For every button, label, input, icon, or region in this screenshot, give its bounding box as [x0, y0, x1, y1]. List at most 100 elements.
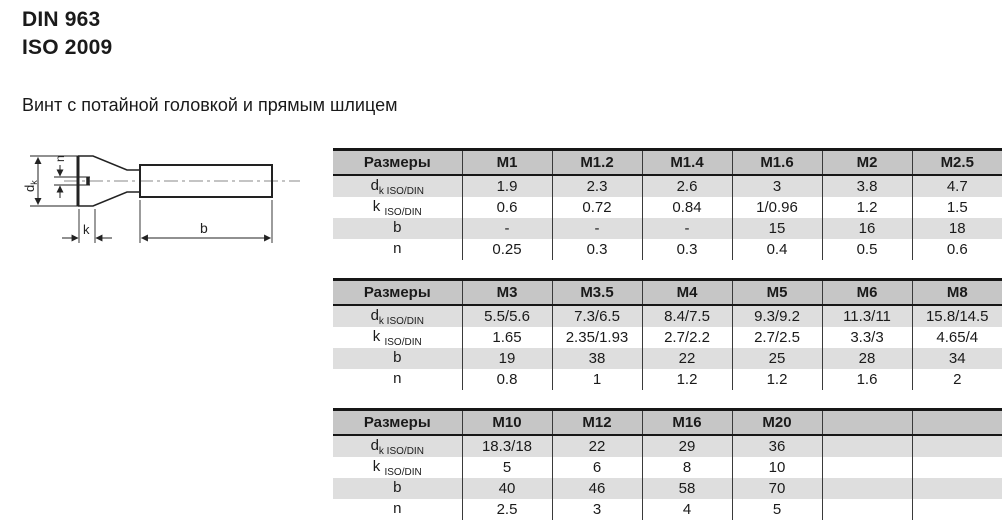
- value-cell: 4: [641, 499, 732, 520]
- value-cell-empty: [821, 457, 912, 478]
- screw-head-outline-bottom: [78, 191, 140, 207]
- value-cell: 46: [551, 478, 642, 499]
- value-cell: 0.25: [461, 239, 552, 260]
- value-cell: 5: [731, 499, 822, 520]
- value-cell: 4.7: [911, 175, 1002, 197]
- row-label-b: b: [393, 348, 402, 366]
- value-cell: 18: [911, 218, 1002, 239]
- dimension-table-m1-m2_5: Размеры M1 M1.2 M1.4 M1.6 M2 M2.5 dk ISO…: [333, 148, 1002, 260]
- value-cell: 4.65/4: [911, 327, 1002, 348]
- row-label-n: n: [393, 239, 402, 257]
- value-cell: 1.6: [821, 369, 912, 390]
- table-row-k: k ISO/DIN 1.65 2.35/1.93 2.7/2.2 2.7/2.5…: [333, 327, 1002, 348]
- value-cell-empty: [821, 499, 912, 520]
- value-cell: 0.8: [461, 369, 552, 390]
- value-cell: 38: [551, 348, 642, 369]
- value-cell: 2.5: [461, 499, 552, 520]
- row-label-k: k ISO/DIN: [372, 327, 422, 348]
- value-cell: 40: [461, 478, 552, 499]
- header-cell-size: M12: [551, 409, 642, 436]
- value-cell: 34: [911, 348, 1002, 369]
- value-cell: 1.5: [911, 197, 1002, 218]
- dimension-b-label: b: [200, 220, 208, 236]
- value-cell: 0.3: [641, 239, 732, 260]
- header-cell-sizes: Размеры: [333, 409, 462, 436]
- value-cell: 3: [731, 175, 822, 197]
- value-cell: 29: [641, 435, 732, 457]
- table-row-k: k ISO/DIN 0.6 0.72 0.84 1/0.96 1.2 1.5: [333, 197, 1002, 218]
- value-cell: 0.3: [551, 239, 642, 260]
- value-cell: 0.6: [911, 239, 1002, 260]
- header-cell-size: M10: [461, 409, 552, 436]
- value-cell: 2.35/1.93: [551, 327, 642, 348]
- standard-iso-title: ISO 2009: [22, 36, 113, 59]
- table-row-b: b - - - 15 16 18: [333, 218, 1002, 239]
- header-cell-size: M16: [641, 409, 732, 436]
- screw-thread-body: [139, 164, 273, 198]
- value-cell: 1: [551, 369, 642, 390]
- standard-din-title: DIN 963: [22, 8, 101, 31]
- value-cell: 10: [731, 457, 822, 478]
- value-cell: 3: [551, 499, 642, 520]
- header-cell-sizes: Размеры: [333, 149, 462, 176]
- header-cell-size: M2.5: [911, 149, 1002, 176]
- row-label-dk: dk ISO/DIN: [370, 436, 424, 457]
- value-cell: 8: [641, 457, 732, 478]
- value-cell: 22: [551, 435, 642, 457]
- value-cell: 1.2: [641, 369, 732, 390]
- header-cell-size: M1: [461, 149, 552, 176]
- row-label-b: b: [393, 478, 402, 496]
- value-cell-empty: [821, 478, 912, 499]
- header-cell-size: M5: [731, 279, 822, 306]
- table-row-n: n 2.5 3 4 5: [333, 499, 1002, 520]
- value-cell-empty: [911, 457, 1002, 478]
- value-cell: 19: [461, 348, 552, 369]
- value-cell: 5.5/5.6: [461, 305, 552, 327]
- header-cell-empty: [821, 409, 912, 436]
- table-header-row: Размеры M3 M3.5 M4 M5 M6 M8: [333, 279, 1002, 306]
- value-cell-empty: [821, 435, 912, 457]
- value-cell: 6: [551, 457, 642, 478]
- value-cell: 3.3/3: [821, 327, 912, 348]
- dimension-dk-label: dk: [22, 180, 39, 192]
- table-row-n: n 0.25 0.3 0.3 0.4 0.5 0.6: [333, 239, 1002, 260]
- value-cell: 1.65: [461, 327, 552, 348]
- screw-head-outline-top: [78, 155, 140, 171]
- value-cell: 0.4: [731, 239, 822, 260]
- value-cell: 0.5: [821, 239, 912, 260]
- header-cell-size: M3.5: [551, 279, 642, 306]
- row-label-n: n: [393, 499, 402, 517]
- value-cell: 3.8: [821, 175, 912, 197]
- table-row-dk: dk ISO/DIN 18.3/18 22 29 36: [333, 435, 1002, 457]
- table-row-b: b 19 38 22 25 28 34: [333, 348, 1002, 369]
- dimension-k-label: k: [83, 222, 90, 237]
- value-cell: 1.9: [461, 175, 552, 197]
- value-cell: 11.3/11: [821, 305, 912, 327]
- value-cell-empty: [911, 478, 1002, 499]
- value-cell: 0.72: [551, 197, 642, 218]
- table-header-row: Размеры M1 M1.2 M1.4 M1.6 M2 M2.5: [333, 149, 1002, 176]
- table-header-row: Размеры M10 M12 M16 M20: [333, 409, 1002, 436]
- table-row-dk: dk ISO/DIN 5.5/5.6 7.3/6.5 8.4/7.5 9.3/9…: [333, 305, 1002, 327]
- value-cell: 22: [641, 348, 732, 369]
- header-cell-size: M1.6: [731, 149, 822, 176]
- header-cell-size: M3: [461, 279, 552, 306]
- value-cell: 1/0.96: [731, 197, 822, 218]
- screw-technical-drawing: dk n k b: [22, 155, 300, 243]
- value-cell: 7.3/6.5: [551, 305, 642, 327]
- product-description: Винт с потайной головкой и прямым шлицем: [22, 95, 398, 115]
- value-cell: 2.6: [641, 175, 732, 197]
- value-cell: -: [461, 218, 552, 239]
- value-cell: 8.4/7.5: [641, 305, 732, 327]
- title-block: DIN 963 ISO 2009: [22, 6, 112, 62]
- value-cell-empty: [911, 499, 1002, 520]
- table-row-k: k ISO/DIN 5 6 8 10: [333, 457, 1002, 478]
- row-label-k: k ISO/DIN: [372, 457, 422, 478]
- dimension-table-m3-m8: Размеры M3 M3.5 M4 M5 M6 M8 dk ISO/DIN 5…: [333, 278, 1002, 390]
- value-cell: -: [641, 218, 732, 239]
- value-cell: 2.7/2.5: [731, 327, 822, 348]
- value-cell-empty: [911, 435, 1002, 457]
- value-cell: 16: [821, 218, 912, 239]
- value-cell: 2.3: [551, 175, 642, 197]
- value-cell: 58: [641, 478, 732, 499]
